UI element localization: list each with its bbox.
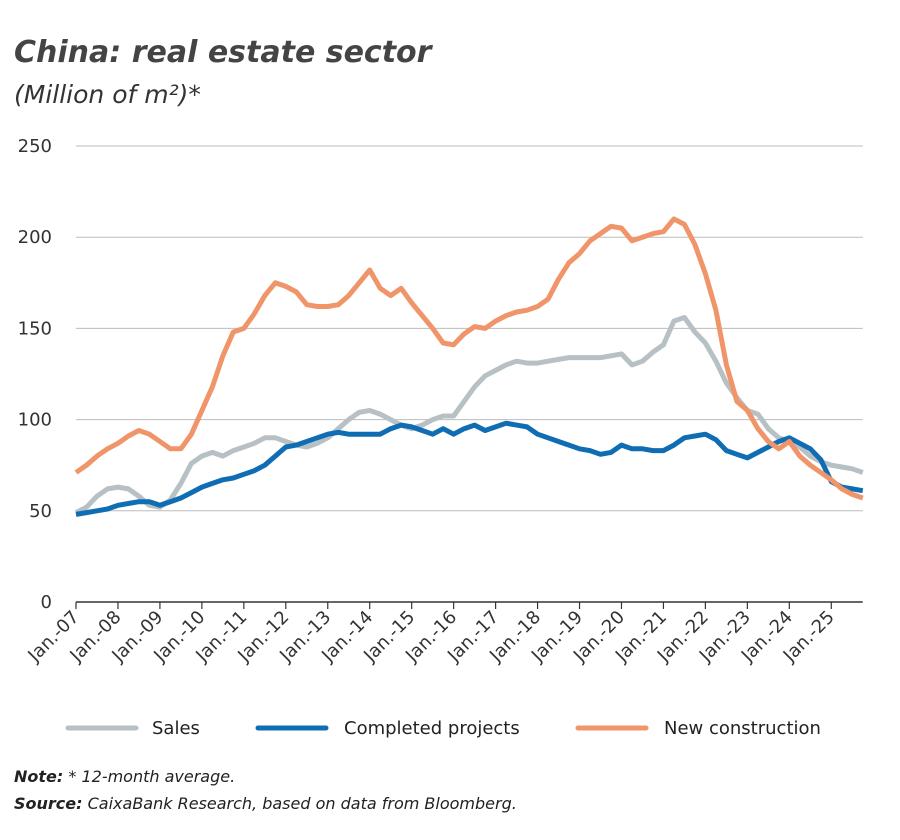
y-tick-label: 100 (18, 410, 52, 431)
y-tick-label: 50 (29, 501, 52, 522)
note: Note: * 12-month average. (14, 767, 235, 786)
legend-label: Completed projects (344, 718, 520, 739)
source: Source: CaixaBank Research, based on dat… (14, 794, 517, 813)
legend-label: New construction (664, 718, 821, 739)
series-line (74, 216, 864, 501)
chart-subtitle: (Million of m²)* (14, 80, 201, 109)
series-line (74, 315, 864, 515)
note-text: * 12-month average. (63, 767, 235, 786)
note-label: Note: (14, 767, 63, 786)
y-tick-label: 200 (18, 227, 52, 248)
y-tick-label: 150 (18, 318, 52, 339)
source-label: Source: (14, 794, 83, 813)
chart-title: China: real estate sector (14, 35, 434, 70)
series-line (75, 420, 864, 517)
source-text: CaixaBank Research, based on data from B… (83, 794, 517, 813)
y-tick-label: 0 (41, 592, 52, 613)
y-tick-label: 250 (18, 136, 52, 157)
legend-label: Sales (152, 718, 200, 739)
